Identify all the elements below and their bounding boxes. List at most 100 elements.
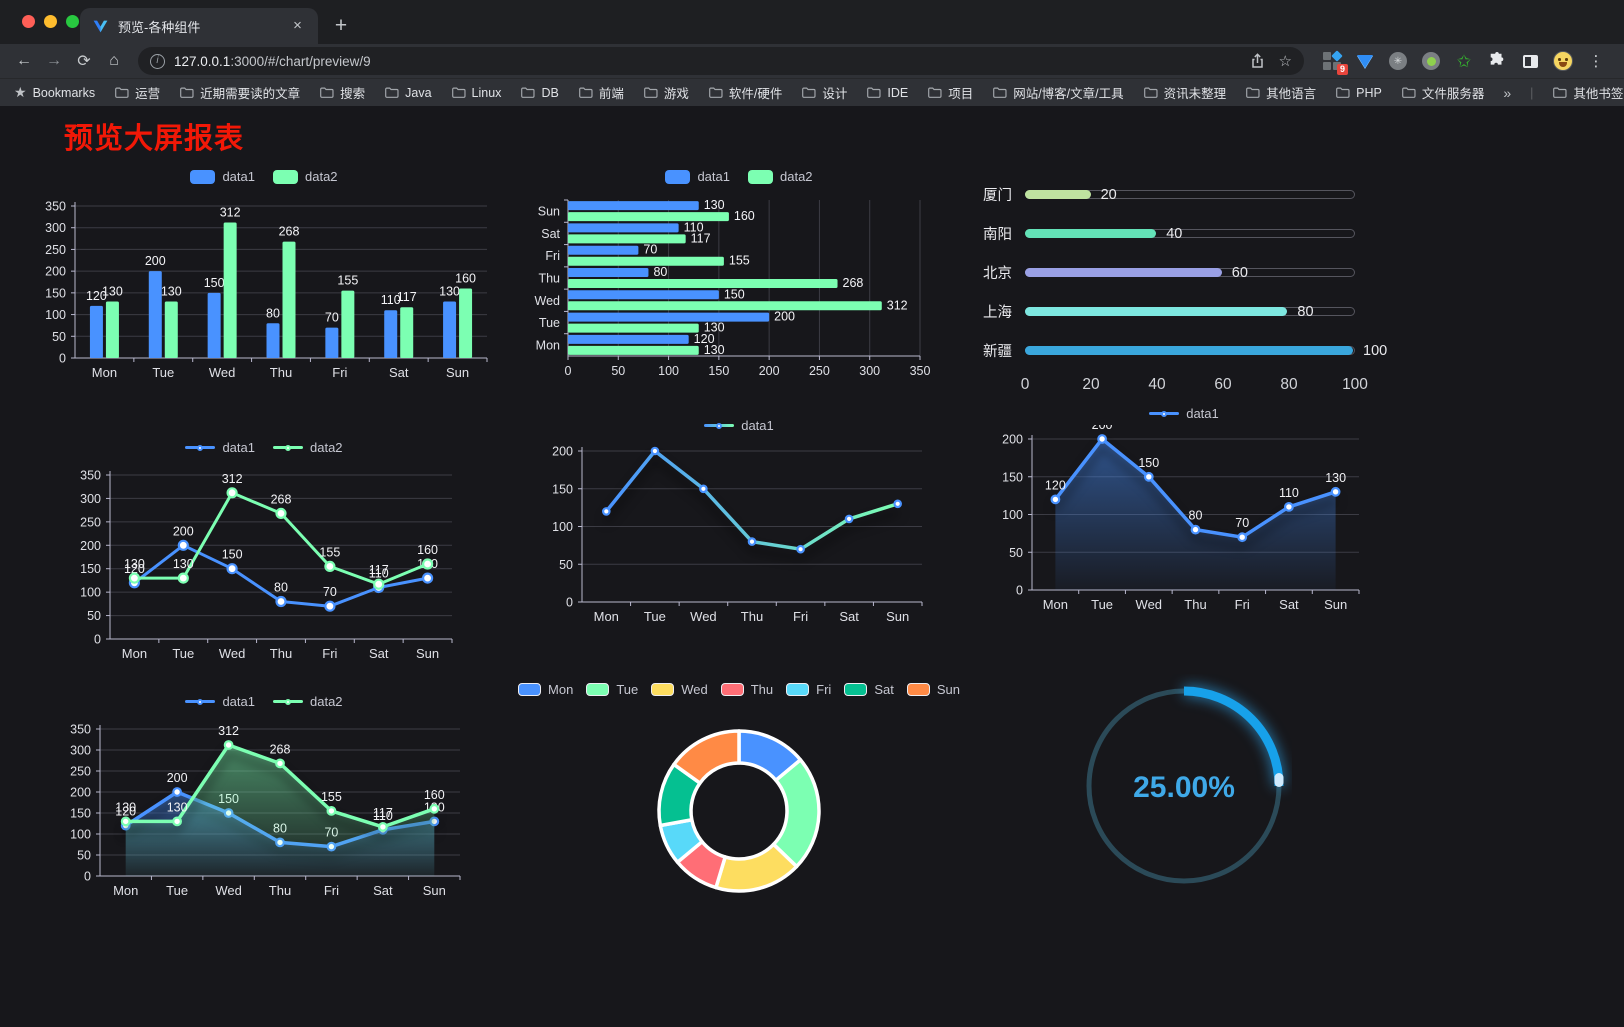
bookmark-folder[interactable]: 资讯未整理 [1143,83,1226,102]
extension-funnel-icon[interactable] [1355,51,1375,71]
url-text[interactable]: 127.0.0.1:3000/#/chart/preview/9 [174,54,371,69]
zoom-window-button[interactable] [66,15,79,28]
svg-text:250: 250 [80,515,101,529]
svg-text:150: 150 [1002,470,1023,484]
legend-item-data1[interactable]: data1 [704,418,774,433]
legend-item-Tue[interactable]: Tue [586,682,638,697]
area-line-chart[interactable]: 0 50 100 150 200 Mon Tue Wed Thu Fri Sat Sun 120 200 1… [992,425,1377,620]
bookmark-folder[interactable]: PHP [1335,85,1382,100]
bookmark-folder[interactable]: DB [520,85,559,100]
svg-text:130: 130 [704,321,725,335]
bar-series-data2[interactable]: 130 130 312 268 155 117 160 [102,206,476,358]
back-button[interactable]: ← [16,52,32,69]
svg-text:110: 110 [369,566,389,580]
svg-text:50: 50 [77,849,91,863]
line-chart[interactable]: 0 50 100 150 200 Mon Tue Wed Thu Fri Sat Sun [542,437,937,632]
bookmarks-manager[interactable]: ★ Bookmarks [14,84,95,101]
bookmark-folder-label: Java [405,85,432,100]
minimize-window-button[interactable] [44,15,57,28]
gauge-chart[interactable]: 25.00% [1076,674,1292,900]
bookmark-folder[interactable]: 前端 [578,83,624,102]
progress-bar-chart[interactable]: 厦门 20 南阳 40 北京 60 上海 80 新疆 100 0 20 40 60 80 100 [983,181,1388,398]
bookmark-folder[interactable]: Linux [451,85,501,100]
progress-row-新疆: 新疆 100 [983,337,1388,364]
svg-text:150: 150 [45,286,66,300]
extension-grid-icon[interactable]: 9 [1322,50,1348,75]
legend-item-Mon[interactable]: Mon [518,682,573,697]
svg-text:Sun: Sun [886,609,909,624]
other-bookmarks-folder[interactable]: 其他书签 [1552,83,1623,102]
legend-item-data1[interactable]: data1 [1149,406,1219,421]
legend-item-data1[interactable]: data1 [665,169,730,184]
bookmark-folder[interactable]: 文件服务器 [1401,83,1484,102]
axis-tick: 20 [1082,376,1100,393]
legend-item-Thu[interactable]: Thu [720,682,773,697]
site-info-icon[interactable]: i [150,53,165,69]
bookmark-folder[interactable]: IDE [866,85,908,100]
bookmark-folder[interactable]: 近期需要读的文章 [179,83,300,102]
progress-value: 100 [1363,342,1388,359]
bookmark-folder[interactable]: 软件/硬件 [708,83,782,102]
page-content: 预览大屏报表 data1 data2 0 50 100 150 200 250 300 350 Mo… [0,106,1624,1027]
bookmark-folder-label: 游戏 [663,87,689,101]
extensions-puzzle-icon[interactable] [1487,51,1507,71]
legend-item-Sun[interactable]: Sun [906,682,960,697]
legend-item-data2[interactable]: data2 [748,169,813,184]
svg-text:160: 160 [417,543,438,557]
legend-item-data1[interactable]: data1 [190,169,255,184]
legend-marker [518,683,542,696]
legend-item-data2[interactable]: data2 [273,440,343,455]
bar-series-data1[interactable]: 120 200 150 80 70 110 130 [86,254,460,358]
profile-avatar[interactable] [1553,51,1573,71]
legend-item-data2[interactable]: data2 [273,169,338,184]
bookmarks-overflow-icon[interactable]: » [1503,84,1512,101]
svg-text:350: 350 [910,364,931,378]
progress-track: 20 [1025,187,1355,203]
legend-label: data1 [222,694,255,709]
browser-menu-icon[interactable]: ⋮ [1588,53,1604,70]
legend-item-Fri[interactable]: Fri [786,682,831,697]
extension-record-circle-icon[interactable] [1421,51,1441,71]
forward-button[interactable]: → [46,52,62,69]
legend-item-Wed[interactable]: Wed [651,682,708,697]
side-panel-icon[interactable] [1520,51,1540,71]
close-window-button[interactable] [22,15,35,28]
legend-item-Sat[interactable]: Sat [844,682,894,697]
svg-text:250: 250 [45,243,66,257]
svg-text:250: 250 [809,364,830,378]
share-icon[interactable] [1250,53,1265,69]
line-series-data1[interactable] [604,449,899,551]
bookmark-folder[interactable]: 搜索 [319,83,365,102]
bookmark-folder[interactable]: 其他语言 [1245,83,1316,102]
folder-icon [180,87,194,98]
svg-text:100: 100 [1002,508,1023,522]
area-line-chart[interactable]: 0 50 100 150 200 250 300 350 Mon Tue Wed Thu Fri Sat S… [54,713,474,906]
home-button[interactable]: ⌂ [109,52,119,69]
browser-tab[interactable]: 预览-各种组件 × [80,8,318,44]
extension-pattern-circle-icon[interactable]: ✳ [1388,51,1408,71]
donut-chart[interactable] [633,701,845,925]
address-bar[interactable]: i 127.0.0.1:3000/#/chart/preview/9 ☆ [138,47,1304,75]
legend-marker [704,422,735,429]
bookmark-folder[interactable]: 游戏 [643,83,689,102]
extension-green-star-icon[interactable]: ✩ [1456,51,1472,71]
bookmark-folder[interactable]: 设计 [801,83,847,102]
bookmark-folder[interactable]: 运营 [114,83,160,102]
legend-item-data2[interactable]: data2 [273,694,343,709]
bookmark-star-icon[interactable]: ☆ [1278,53,1292,70]
legend-item-data1[interactable]: data1 [185,440,255,455]
bookmark-folder[interactable]: Java [384,85,432,100]
legend-item-data1[interactable]: data1 [185,694,255,709]
bookmark-folder[interactable]: 项目 [927,83,973,102]
pie-slice-Sun[interactable] [672,729,741,785]
new-tab-button[interactable]: + [334,14,348,37]
grouped-bar-chart[interactable]: 0 50 100 150 200 250 300 350 Mon Tue Wed Thu Fri Sat S… [29,188,499,388]
bookmark-folder[interactable]: 网站/博客/文章/工具 [992,83,1124,102]
svg-text:Fri: Fri [1234,597,1249,612]
tab-close-icon[interactable]: × [293,16,302,34]
reload-button[interactable]: ⟳ [77,53,91,70]
folder-icon [385,87,399,98]
line-chart[interactable]: 0 50 100 150 200 250 300 350 Mon Tue Wed Thu Fri Sat S… [64,459,464,669]
svg-text:200: 200 [45,265,66,279]
